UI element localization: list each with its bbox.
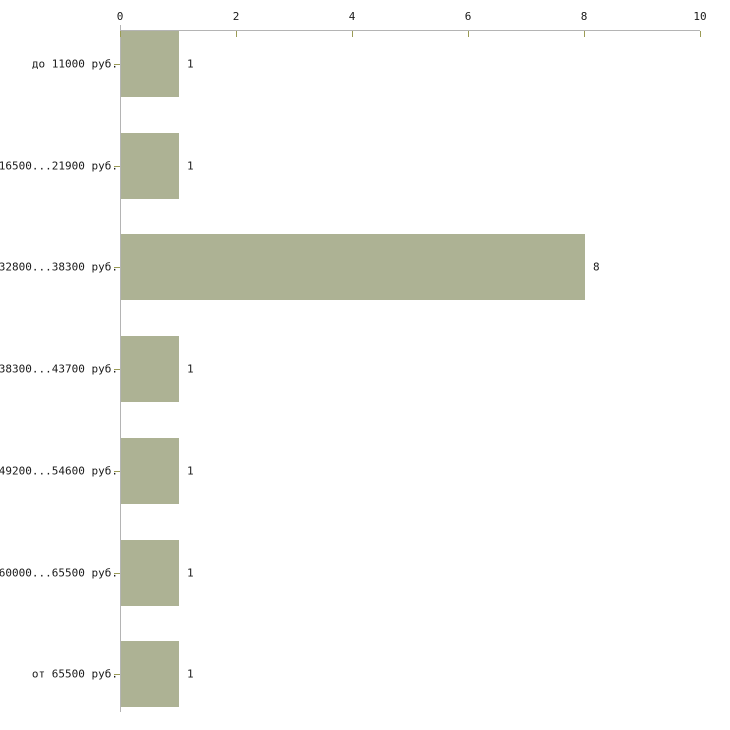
y-tick-mark xyxy=(114,267,120,268)
x-tick-label: 4 xyxy=(348,10,356,23)
x-axis-line xyxy=(120,30,700,31)
bar-value-label: 1 xyxy=(187,362,194,376)
bar[interactable] xyxy=(121,133,179,199)
category-label: от 65500 руб. xyxy=(31,667,118,681)
bar-value-label: 1 xyxy=(187,57,194,71)
x-tick-mark xyxy=(468,31,469,37)
x-tick-mark xyxy=(700,31,701,37)
bar[interactable] xyxy=(121,31,179,97)
y-tick-mark xyxy=(114,64,120,65)
bar[interactable] xyxy=(121,641,179,707)
category-label: 32800...38300 руб. xyxy=(0,260,118,274)
y-tick-mark xyxy=(114,674,120,675)
y-tick-mark xyxy=(114,166,120,167)
category-label: 49200...54600 руб. xyxy=(0,464,118,478)
category-label: до 11000 руб. xyxy=(31,57,118,71)
bar[interactable] xyxy=(121,336,179,402)
y-tick-mark xyxy=(114,471,120,472)
bar-value-label: 1 xyxy=(187,566,194,580)
x-tick-mark xyxy=(584,31,585,37)
x-tick-label: 8 xyxy=(580,10,588,23)
category-label: 16500...21900 руб. xyxy=(0,159,118,173)
x-tick-label: 10 xyxy=(693,10,707,23)
x-tick-label: 0 xyxy=(116,10,124,23)
bar-value-label: 1 xyxy=(187,464,194,478)
y-tick-mark xyxy=(114,369,120,370)
x-tick-mark xyxy=(120,31,121,37)
x-tick-label: 2 xyxy=(232,10,240,23)
bar[interactable] xyxy=(121,540,179,606)
y-tick-mark xyxy=(114,573,120,574)
bar[interactable] xyxy=(121,234,585,300)
bar[interactable] xyxy=(121,438,179,504)
bar-value-label: 1 xyxy=(187,159,194,173)
y-axis-line xyxy=(120,25,121,712)
x-tick-label: 6 xyxy=(464,10,472,23)
category-label: 60000...65500 руб. xyxy=(0,566,118,579)
bar-value-label: 8 xyxy=(593,260,600,274)
category-label: 38300...43700 руб. xyxy=(0,362,118,376)
x-tick-mark xyxy=(236,31,237,37)
x-tick-mark xyxy=(352,31,353,37)
bar-value-label: 1 xyxy=(187,667,194,681)
